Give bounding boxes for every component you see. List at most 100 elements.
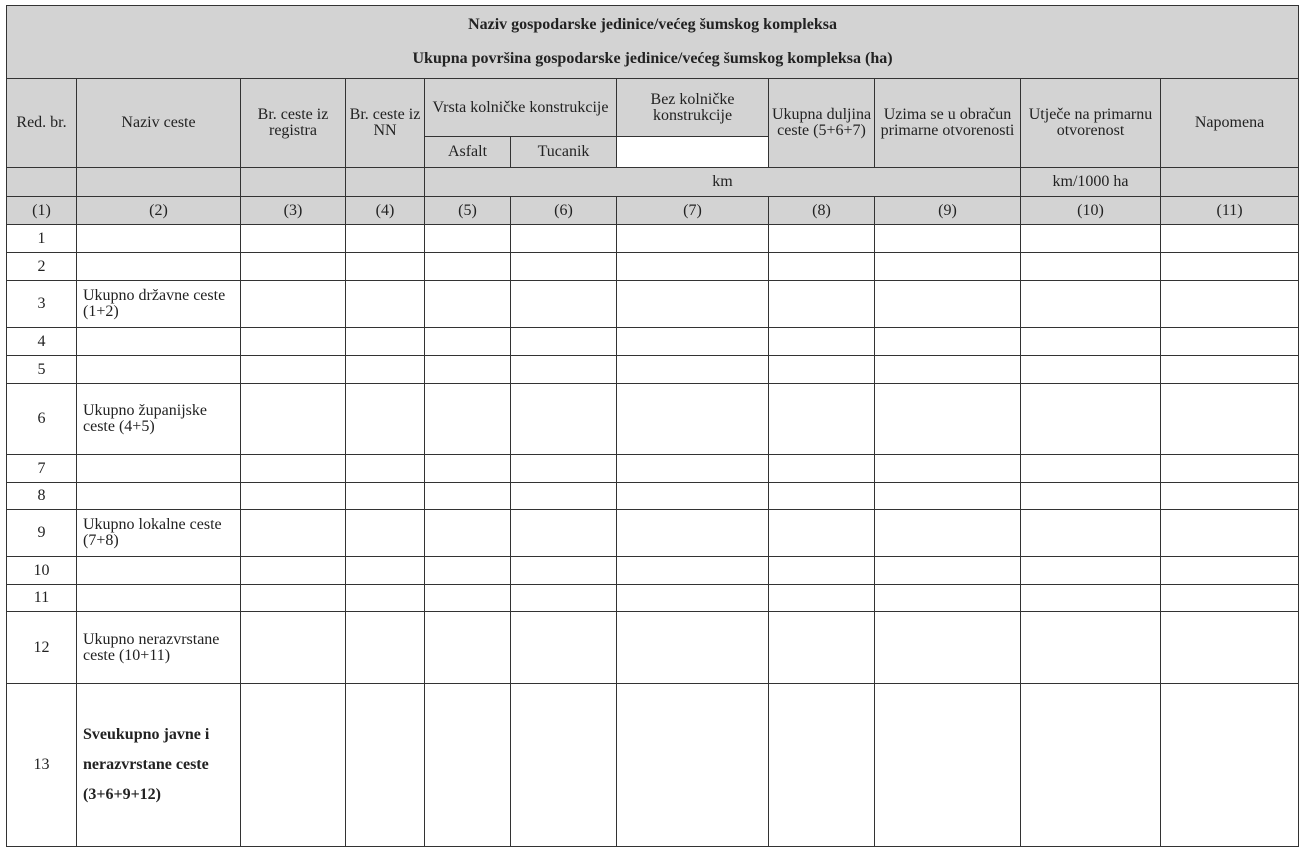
data-cell xyxy=(424,224,511,253)
road-name xyxy=(76,584,241,612)
road-name: Sveukupno javne i nerazvrstane ceste (3+… xyxy=(76,683,241,847)
data-cell xyxy=(874,482,1021,510)
data-cell xyxy=(424,454,511,483)
road-name xyxy=(76,224,241,253)
data-cell xyxy=(1020,482,1161,510)
data-cell xyxy=(510,280,617,328)
table-row: 7 xyxy=(6,454,1300,483)
data-cell xyxy=(1020,683,1161,847)
data-cell xyxy=(874,327,1021,356)
unit-cell xyxy=(1159,167,1300,197)
data-cell xyxy=(874,224,1021,253)
data-cell xyxy=(345,454,425,483)
data-cell xyxy=(240,383,346,455)
data-cell xyxy=(1020,327,1161,356)
data-cell xyxy=(345,556,425,585)
data-cell xyxy=(1159,280,1300,328)
row-number: 1 xyxy=(6,224,77,253)
data-cell xyxy=(345,355,425,384)
data-cell xyxy=(616,611,769,684)
row-number: 13 xyxy=(6,683,77,847)
data-cell xyxy=(768,224,875,253)
header-red-br: Red. br. xyxy=(6,78,77,168)
data-cell xyxy=(240,584,346,612)
data-cell xyxy=(616,454,769,483)
data-cell xyxy=(768,327,875,356)
road-name xyxy=(76,556,241,585)
data-cell xyxy=(240,355,346,384)
data-cell xyxy=(768,509,875,557)
road-name: Ukupno lokalne ceste (7+8) xyxy=(76,509,241,557)
data-cell xyxy=(240,611,346,684)
data-cell xyxy=(510,327,617,356)
unit-cell xyxy=(345,167,425,197)
data-cell xyxy=(510,355,617,384)
data-cell xyxy=(1159,252,1300,281)
data-cell xyxy=(424,683,511,847)
header-br-registra: Br. ceste iz registra xyxy=(240,78,346,168)
data-cell xyxy=(874,683,1021,847)
header-naziv-ceste: Naziv ceste xyxy=(76,78,241,168)
data-cell xyxy=(240,224,346,253)
column-number: (3) xyxy=(240,196,346,225)
data-cell xyxy=(510,482,617,510)
data-cell xyxy=(1020,509,1161,557)
unit-km: km xyxy=(424,167,1021,197)
row-number: 11 xyxy=(6,584,77,612)
data-cell xyxy=(616,584,769,612)
data-cell xyxy=(240,482,346,510)
data-cell xyxy=(240,556,346,585)
row-number: 7 xyxy=(6,454,77,483)
data-cell xyxy=(874,584,1021,612)
table-row: 13 Sveukupno javne i nerazvrstane ceste (… xyxy=(6,683,1300,847)
row-number: 8 xyxy=(6,482,77,510)
data-cell xyxy=(510,454,617,483)
column-number: (11) xyxy=(1159,196,1300,225)
data-cell xyxy=(874,383,1021,455)
row-number: 6 xyxy=(6,383,77,455)
data-cell xyxy=(510,556,617,585)
data-cell xyxy=(768,280,875,328)
data-cell xyxy=(874,454,1021,483)
row-number: 12 xyxy=(6,611,77,684)
column-number: (4) xyxy=(345,196,425,225)
data-cell xyxy=(768,683,875,847)
road-name: Ukupno nerazvrstane ceste (10+11) xyxy=(76,611,241,684)
unit-cell xyxy=(240,167,346,197)
row-number: 5 xyxy=(6,355,77,384)
data-cell xyxy=(240,252,346,281)
table-row: 4 xyxy=(6,327,1300,356)
road-table: Naziv gospodarske jedinice/većeg šumskog… xyxy=(5,5,1300,847)
data-cell xyxy=(1020,355,1161,384)
column-number: (10) xyxy=(1020,196,1161,225)
data-cell xyxy=(1020,556,1161,585)
data-cell xyxy=(424,482,511,510)
data-cell xyxy=(616,556,769,585)
data-cell xyxy=(1020,584,1161,612)
data-cell xyxy=(768,482,875,510)
header-ukupna: Ukupna duljina ceste (5+6+7) xyxy=(768,78,875,168)
title-line-2: Ukupna površina gospodarske jedinice/već… xyxy=(412,50,893,67)
road-name xyxy=(76,482,241,510)
data-cell xyxy=(616,509,769,557)
data-cell xyxy=(768,355,875,384)
data-cell xyxy=(424,556,511,585)
road-name xyxy=(76,252,241,281)
row-number: 9 xyxy=(6,509,77,557)
header-uzima: Uzima se u obračun primarne otvorenosti xyxy=(874,78,1021,168)
data-cell xyxy=(424,383,511,455)
data-cell xyxy=(616,252,769,281)
data-cell xyxy=(424,509,511,557)
table-row: 10 xyxy=(6,556,1300,585)
row-number: 3 xyxy=(6,280,77,328)
data-cell xyxy=(874,509,1021,557)
data-cell xyxy=(345,611,425,684)
table-row: 1 xyxy=(6,224,1300,253)
unit-km-ha: km/1000 ha xyxy=(1020,167,1161,197)
column-number: (6) xyxy=(510,196,617,225)
data-cell xyxy=(1159,482,1300,510)
data-cell xyxy=(1020,454,1161,483)
data-cell xyxy=(345,252,425,281)
road-name: Ukupno županijske ceste (4+5) xyxy=(76,383,241,455)
data-cell xyxy=(874,280,1021,328)
